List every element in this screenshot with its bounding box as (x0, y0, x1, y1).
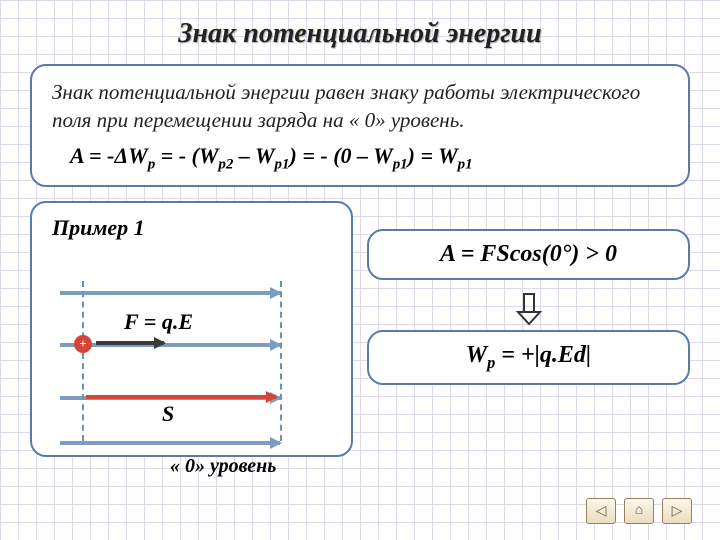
positive-charge: + (74, 335, 92, 353)
result-a-text: A = FScos(0°) > 0 (383, 241, 674, 268)
main-equation: A = -ΔWp = - (Wp2 – Wp1) = - (0 – Wp1) =… (52, 143, 668, 173)
field-diagram: + F = q.E S (52, 241, 331, 451)
field-line (60, 343, 280, 347)
intro-text: Знак потенциальной энергии равен знаку р… (52, 78, 668, 135)
nav-back-button[interactable]: ◁ (586, 498, 616, 524)
page-title: Знак потенциальной энергии (30, 18, 690, 50)
field-line (60, 441, 280, 445)
result-w-box: Wp = +|q.Ed| (367, 330, 690, 385)
nav-controls: ◁ ⌂ ▷ (586, 498, 692, 524)
result-a-box: A = FScos(0°) > 0 (367, 229, 690, 280)
example-box: Пример 1 + F = q.E S (30, 201, 353, 457)
nav-home-button[interactable]: ⌂ (624, 498, 654, 524)
zero-level-label: « 0» уровень (170, 455, 353, 478)
displacement-label: S (162, 401, 174, 427)
zero-level-line (280, 281, 282, 441)
nav-forward-button[interactable]: ▷ (662, 498, 692, 524)
intro-box: Знак потенциальной энергии равен знаку р… (30, 64, 690, 187)
example-label: Пример 1 (52, 215, 331, 241)
force-label: F = q.E (124, 309, 193, 335)
result-w-text: Wp = +|q.Ed| (383, 342, 674, 373)
start-level-line (82, 281, 84, 441)
force-vector (96, 341, 164, 345)
down-arrow-icon (514, 292, 544, 326)
field-line (60, 291, 280, 295)
displacement-vector (86, 395, 276, 399)
